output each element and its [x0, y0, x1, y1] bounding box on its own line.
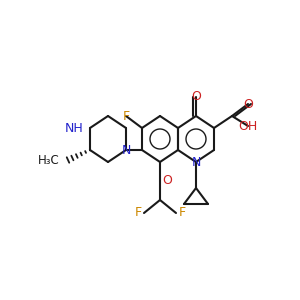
Text: OH: OH — [238, 119, 258, 133]
Text: O: O — [162, 175, 172, 188]
Text: O: O — [243, 98, 253, 110]
Text: NH: NH — [65, 122, 84, 134]
Text: H₃C: H₃C — [38, 154, 60, 166]
Text: N: N — [191, 155, 201, 169]
Text: O: O — [191, 91, 201, 103]
Text: N: N — [121, 143, 131, 157]
Text: F: F — [134, 206, 142, 220]
Text: F: F — [122, 110, 130, 122]
Text: F: F — [178, 206, 186, 220]
